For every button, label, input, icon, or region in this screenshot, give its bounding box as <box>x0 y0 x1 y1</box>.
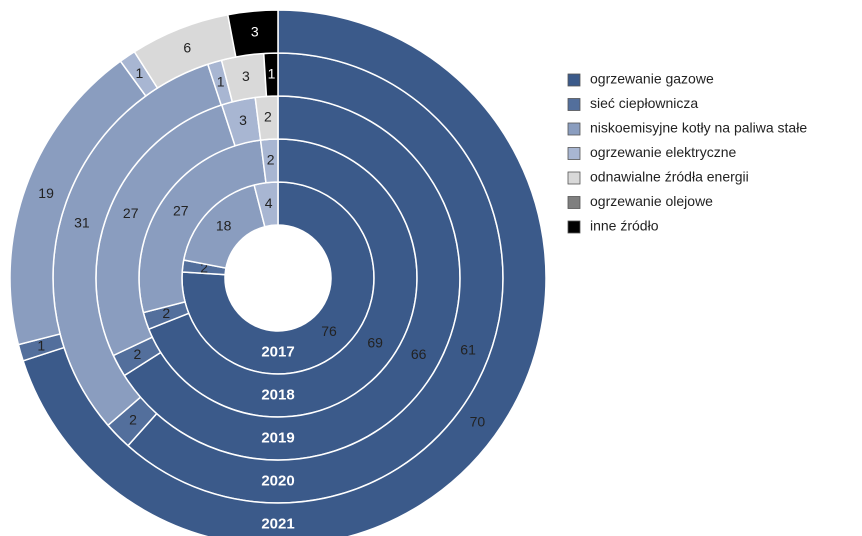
legend-swatch <box>567 220 581 234</box>
data-label: 2 <box>133 346 141 362</box>
data-label: 69 <box>367 335 383 351</box>
data-label: 27 <box>123 205 139 221</box>
data-label: 1 <box>268 65 276 81</box>
legend-swatch <box>567 171 581 185</box>
data-label: 27 <box>173 203 189 219</box>
data-label: 4 <box>265 195 273 211</box>
legend-swatch <box>567 122 581 136</box>
legend-swatch <box>567 73 581 87</box>
legend-label: niskoemisyjne kotły na paliwa stałe <box>590 120 807 136</box>
data-label: 1 <box>37 337 45 353</box>
ring-segment <box>226 9 279 58</box>
legend-swatch <box>567 98 581 111</box>
data-label: 2 <box>162 305 170 321</box>
legend-swatch <box>567 196 581 209</box>
year-label: 2019 <box>261 429 294 446</box>
data-label: 6 <box>183 40 191 56</box>
legend-label: ogrzewanie elektryczne <box>590 144 737 160</box>
data-label: 2 <box>200 259 208 275</box>
data-label: 76 <box>321 323 337 339</box>
data-label: 2 <box>264 109 272 125</box>
data-label: 66 <box>411 346 427 362</box>
year-label: 2017 <box>261 343 294 360</box>
legend-label: ogrzewanie olejowe <box>590 193 713 209</box>
legend-swatch <box>567 147 581 160</box>
data-label: 1 <box>217 73 225 89</box>
data-label: 19 <box>38 185 54 201</box>
year-label: 2021 <box>261 515 294 532</box>
data-label: 2 <box>267 151 275 167</box>
data-label: 3 <box>242 68 250 84</box>
data-label: 3 <box>239 112 247 128</box>
data-label: 31 <box>74 214 90 230</box>
legend-label: sieć ciepłownicza <box>590 95 698 111</box>
legend-label: odnawialne źródła energii <box>590 169 749 185</box>
data-label: 18 <box>216 218 232 234</box>
legend-label: ogrzewanie gazowe <box>590 71 714 87</box>
data-label: 70 <box>470 414 486 430</box>
data-label: 61 <box>460 341 476 357</box>
data-label: 1 <box>136 65 144 81</box>
data-label: 3 <box>251 23 259 39</box>
year-label: 2018 <box>261 386 294 403</box>
ring-segment <box>22 9 547 536</box>
legend-label: inne źródło <box>590 218 659 234</box>
data-label: 2 <box>129 411 137 427</box>
year-label: 2020 <box>261 472 294 489</box>
